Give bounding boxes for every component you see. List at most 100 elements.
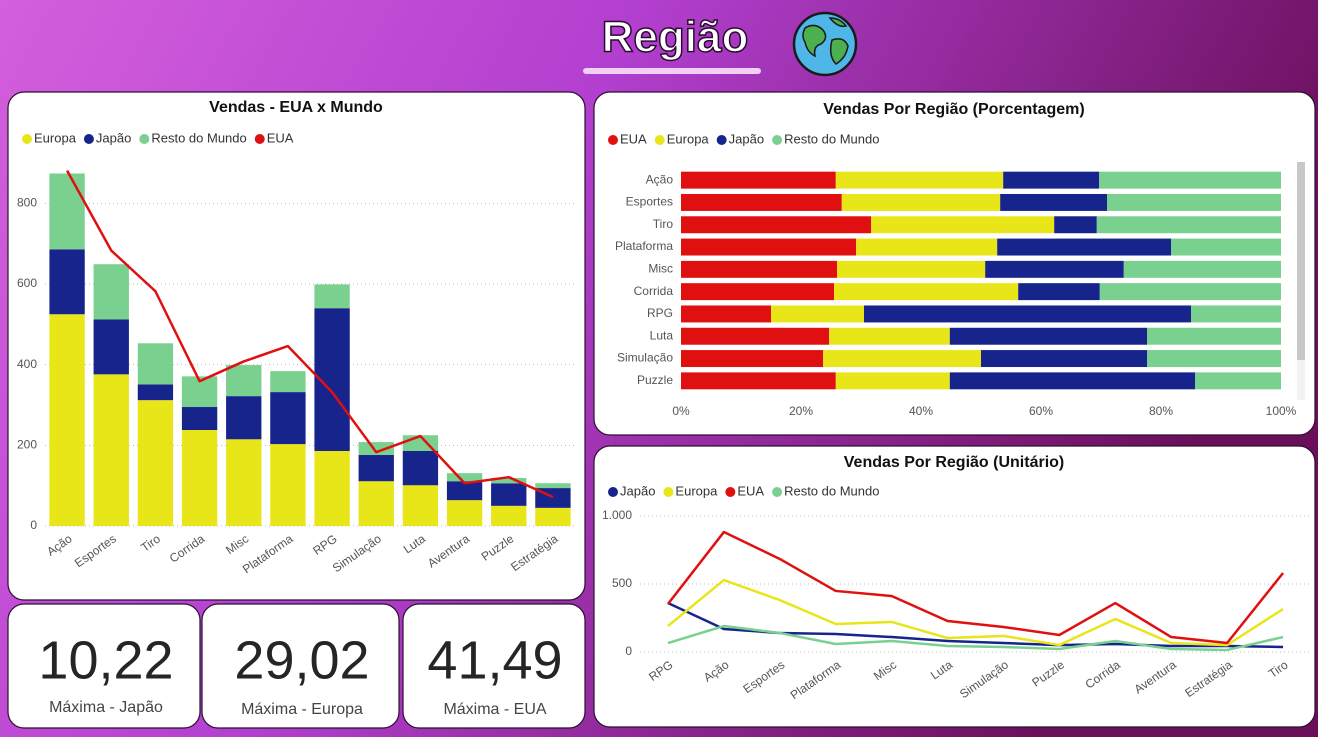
kpi-value: 41,49 — [427, 630, 562, 690]
bar-segment — [681, 238, 857, 256]
bar-segment — [823, 350, 981, 368]
legend-label: EUA — [620, 131, 647, 146]
bar-segment — [681, 327, 830, 345]
legend-label: EUA — [737, 483, 764, 498]
page-title: Região — [602, 13, 749, 62]
bar-segment — [985, 260, 1124, 278]
bar-segment — [856, 238, 998, 256]
bar-segment — [771, 305, 864, 323]
legend-swatch — [22, 134, 32, 144]
bar-segment — [446, 473, 483, 482]
bar-segment — [314, 284, 350, 309]
legend-swatch — [725, 487, 736, 497]
chart-title: Vendas Por Região (Unitário) — [844, 454, 1064, 471]
bar-segment — [358, 481, 394, 526]
bar-segment — [949, 327, 1148, 345]
bar-segment — [1123, 260, 1281, 278]
bar-segment — [1096, 216, 1281, 234]
bar-segment — [834, 283, 1019, 301]
bar-segment — [681, 171, 836, 189]
bar-segment — [871, 216, 1055, 234]
bar-segment — [829, 327, 950, 345]
y-tick-label: Tiro — [653, 217, 674, 231]
y-tick-label: Simulação — [617, 351, 673, 365]
chart-title: Vendas Por Região (Porcentagem) — [823, 101, 1084, 118]
bar-segment — [226, 365, 262, 397]
bar-segment — [137, 343, 174, 385]
y-tick-label: Puzzle — [637, 373, 673, 387]
panel — [593, 445, 1316, 728]
kpi-card — [7, 603, 201, 729]
y-tick-label: 600 — [17, 276, 37, 290]
y-tick-label: 200 — [17, 438, 37, 452]
bar-segment — [93, 374, 129, 526]
legend-label: Japão — [729, 131, 764, 146]
bar-segment — [491, 478, 527, 484]
kpi-value: 10,22 — [38, 630, 173, 690]
bar-segment — [402, 485, 439, 526]
x-tick-label: 0% — [672, 404, 690, 418]
bar-segment — [181, 430, 218, 526]
y-tick-label: Plataforma — [615, 239, 673, 253]
y-tick-label: Ação — [646, 172, 674, 186]
bar-segment — [681, 216, 872, 234]
legend-label: Japão — [620, 483, 655, 498]
bar-segment — [681, 260, 837, 278]
bar-segment — [997, 238, 1172, 256]
bar-segment — [93, 264, 129, 320]
bar-segment — [981, 350, 1148, 368]
bar-segment — [1171, 238, 1281, 256]
legend-label: Europa — [675, 483, 718, 498]
bar-segment — [1147, 350, 1281, 368]
bar-segment — [358, 442, 394, 456]
legend-swatch — [772, 487, 783, 497]
bar-segment — [1195, 372, 1281, 390]
bar-segment — [446, 500, 483, 526]
legend-swatch — [254, 134, 265, 144]
bar-segment — [314, 450, 350, 526]
legend-label: Europa — [34, 130, 77, 145]
legend-swatch — [139, 134, 150, 144]
legend-swatch — [716, 135, 727, 145]
bar-segment — [1003, 171, 1100, 189]
y-tick-label: Luta — [650, 328, 674, 342]
legend-label: Resto do Mundo — [784, 131, 879, 146]
bar-segment — [49, 249, 85, 315]
legend-label: Europa — [667, 131, 710, 146]
bar-segment — [835, 171, 1004, 189]
bar-segment — [270, 444, 306, 526]
kpi-label: Máxima - Europa — [241, 701, 363, 718]
legend-label: Japão — [96, 130, 131, 145]
bar-segment — [681, 193, 842, 211]
bar-segment — [402, 450, 439, 486]
bar-segment — [270, 392, 306, 445]
bar-segment — [837, 260, 986, 278]
x-tick-label: 40% — [909, 404, 933, 418]
x-tick-label: 60% — [1029, 404, 1053, 418]
kpi-label: Máxima - EUA — [443, 701, 546, 718]
bar-segment — [446, 481, 483, 501]
y-tick-label: 0 — [30, 518, 37, 532]
bar-segment — [1191, 305, 1281, 323]
legend-swatch — [654, 135, 665, 145]
line — [666, 530, 1285, 645]
y-tick-label: 500 — [612, 576, 632, 590]
bar-segment — [864, 305, 1191, 323]
bar-segment — [681, 372, 836, 390]
line — [667, 624, 1284, 652]
legend-swatch — [772, 135, 783, 145]
line — [65, 170, 554, 499]
y-tick-label: RPG — [647, 306, 673, 320]
bar-segment — [841, 193, 1001, 211]
bar-segment — [1107, 193, 1281, 211]
bar-segment — [137, 384, 174, 401]
kpi-value: 29,02 — [234, 630, 369, 690]
kpi-card — [201, 603, 400, 729]
bar-segment — [1099, 171, 1281, 189]
y-tick-label: 1.000 — [602, 508, 632, 522]
bar-segment — [1000, 193, 1107, 211]
bar-segment — [49, 314, 85, 526]
bar-segment — [681, 283, 834, 301]
line — [667, 578, 1284, 647]
bar-segment — [535, 507, 571, 526]
